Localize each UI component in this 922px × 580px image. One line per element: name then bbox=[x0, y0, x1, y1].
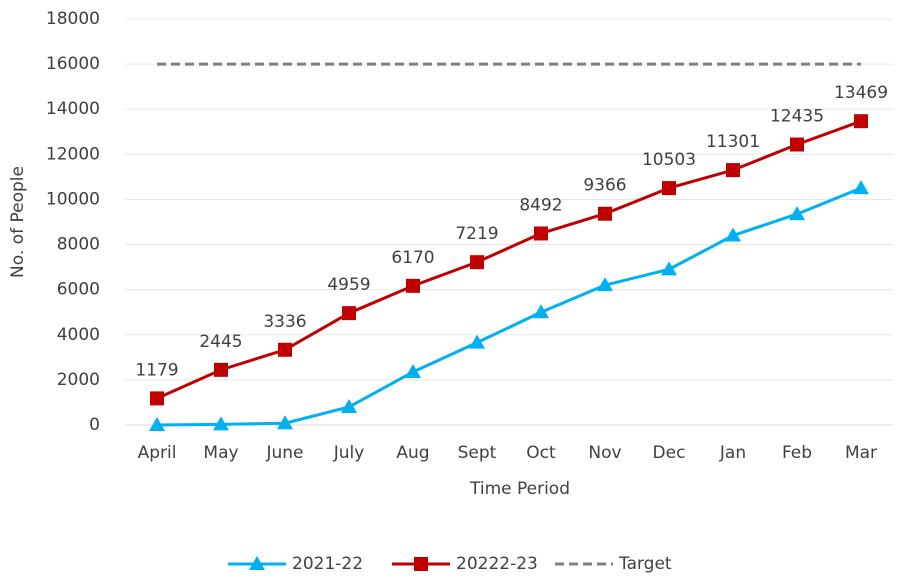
x-tick-label: July bbox=[333, 443, 365, 463]
legend-label: Target bbox=[618, 554, 672, 574]
marker bbox=[854, 114, 868, 129]
marker bbox=[469, 334, 485, 349]
data-label: 1179 bbox=[135, 360, 178, 380]
marker bbox=[405, 363, 421, 378]
x-axis-title: Time Period bbox=[469, 479, 570, 499]
marker bbox=[597, 277, 613, 292]
data-label: 3336 bbox=[263, 312, 306, 332]
series-line bbox=[156, 119, 862, 400]
marker bbox=[534, 226, 548, 241]
data-label: 2445 bbox=[199, 332, 242, 352]
x-tick-label: April bbox=[138, 443, 177, 463]
data-label: 4959 bbox=[327, 275, 370, 295]
data-label: 6170 bbox=[391, 248, 434, 268]
y-tick-label: 0 bbox=[89, 415, 100, 435]
marker bbox=[470, 255, 484, 270]
x-tick-label: Aug bbox=[396, 443, 429, 463]
y-tick-label: 16000 bbox=[46, 54, 100, 74]
marker bbox=[726, 163, 740, 178]
y-tick-label: 18000 bbox=[46, 9, 100, 29]
x-tick-label: Sept bbox=[458, 443, 497, 463]
y-axis-title: No. of People bbox=[8, 166, 28, 278]
data-label: 7219 bbox=[455, 224, 498, 244]
marker bbox=[342, 306, 356, 321]
x-tick-label: Nov bbox=[588, 443, 621, 463]
data-label: 12435 bbox=[770, 107, 824, 127]
x-tick-label: Mar bbox=[845, 443, 877, 463]
x-tick-label: Feb bbox=[782, 443, 812, 463]
legend-label: 2021-22 bbox=[292, 554, 363, 574]
marker bbox=[277, 415, 293, 430]
y-tick-label: 8000 bbox=[57, 235, 100, 255]
data-label: 13469 bbox=[834, 83, 888, 103]
data-label: 8492 bbox=[519, 195, 562, 215]
marker bbox=[853, 180, 869, 195]
y-tick-label: 4000 bbox=[57, 325, 100, 345]
marker bbox=[150, 391, 164, 406]
marker bbox=[149, 417, 165, 431]
marker bbox=[249, 556, 265, 570]
data-label: 9366 bbox=[583, 176, 626, 196]
x-tick-label: Dec bbox=[653, 443, 686, 463]
y-tick-label: 2000 bbox=[57, 370, 100, 390]
legend-label: 20222-23 bbox=[456, 554, 538, 574]
marker bbox=[661, 261, 677, 276]
y-tick-label: 12000 bbox=[46, 144, 100, 164]
marker bbox=[598, 206, 612, 221]
x-tick-label: May bbox=[203, 443, 238, 463]
y-tick-label: 6000 bbox=[57, 280, 100, 300]
y-tick-label: 14000 bbox=[46, 99, 100, 119]
series-line bbox=[156, 186, 862, 427]
marker bbox=[662, 181, 676, 196]
marker bbox=[278, 342, 292, 357]
x-tick-label: June bbox=[265, 443, 303, 463]
marker bbox=[790, 137, 804, 152]
marker bbox=[414, 557, 428, 571]
x-tick-label: Jan bbox=[719, 443, 746, 463]
marker bbox=[213, 416, 229, 431]
data-label: 11301 bbox=[706, 132, 760, 152]
marker bbox=[725, 227, 741, 242]
marker bbox=[214, 362, 228, 377]
marker bbox=[533, 304, 549, 319]
y-tick-label: 10000 bbox=[46, 189, 100, 209]
marker bbox=[406, 278, 420, 293]
data-label: 10503 bbox=[642, 150, 696, 170]
marker bbox=[789, 206, 805, 221]
marker bbox=[341, 398, 357, 413]
x-tick-label: Oct bbox=[526, 443, 556, 463]
